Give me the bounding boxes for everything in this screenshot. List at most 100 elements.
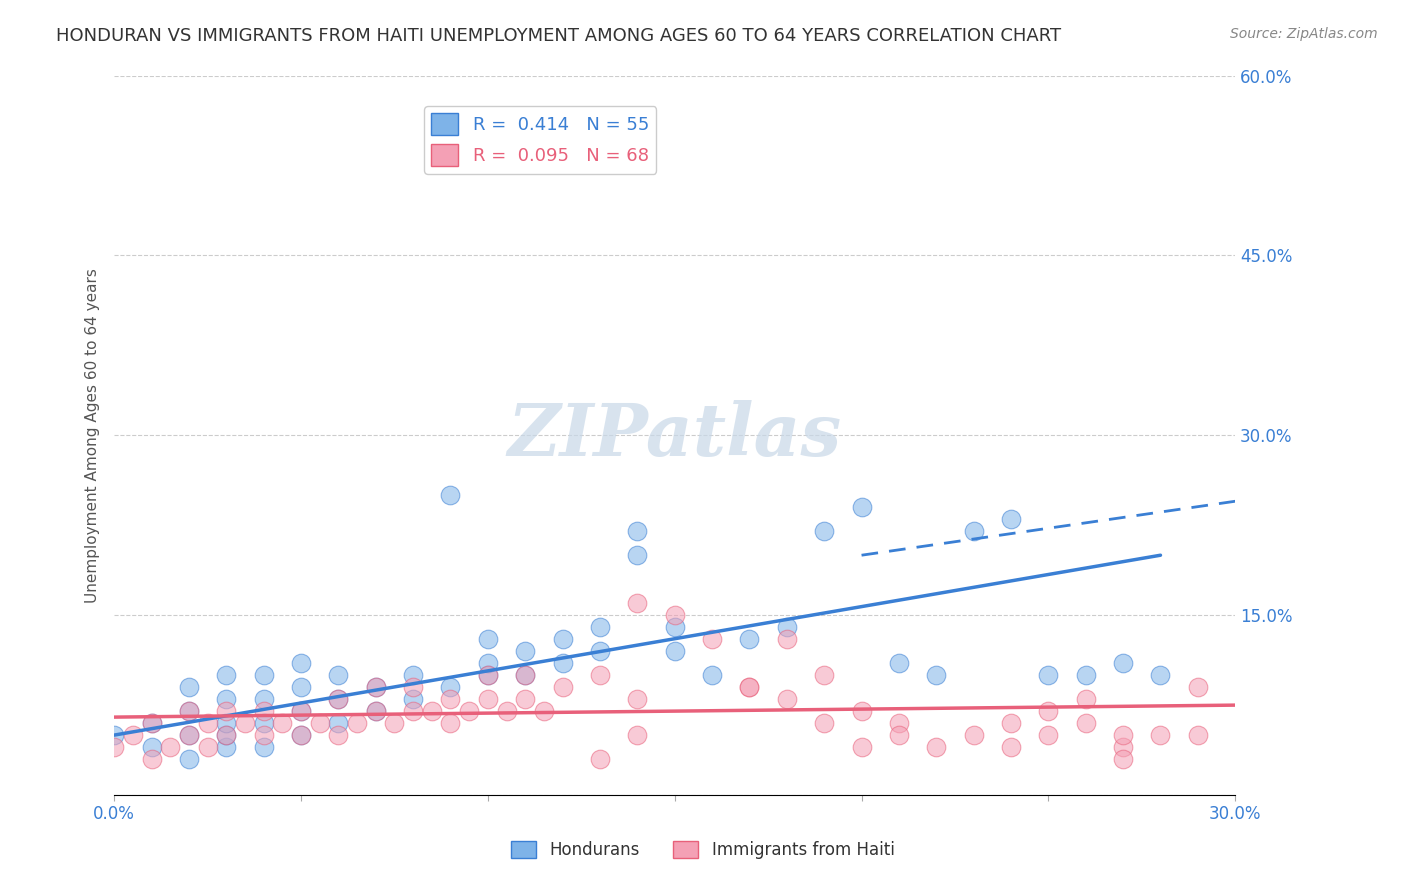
Point [1000, 716, 1022, 731]
Point [477, 632, 499, 647]
Point [177, 728, 200, 742]
Point [177, 728, 200, 742]
Point [1074, 668, 1097, 682]
Point [290, 704, 312, 718]
Point [813, 716, 835, 731]
Point [1149, 668, 1171, 682]
Point [813, 524, 835, 539]
Point [664, 608, 686, 623]
Point [533, 704, 555, 718]
Point [887, 656, 910, 670]
Point [384, 716, 406, 731]
Point [515, 668, 537, 682]
Point [328, 668, 350, 682]
Point [364, 680, 387, 694]
Point [664, 620, 686, 634]
Point [851, 500, 873, 515]
Point [515, 692, 537, 706]
Point [215, 728, 238, 742]
Point [1112, 728, 1135, 742]
Point [1038, 728, 1060, 742]
Point [364, 704, 387, 718]
Point [215, 692, 238, 706]
Point [700, 668, 723, 682]
Point [439, 692, 461, 706]
Point [458, 704, 481, 718]
Point [495, 704, 517, 718]
Point [700, 632, 723, 647]
Point [776, 620, 799, 634]
Point [626, 692, 648, 706]
Point [290, 728, 312, 742]
Point [626, 596, 648, 610]
Point [515, 668, 537, 682]
Point [215, 728, 238, 742]
Point [141, 752, 163, 766]
Point [402, 668, 425, 682]
Point [589, 752, 612, 766]
Point [887, 716, 910, 731]
Point [477, 668, 499, 682]
Legend: Hondurans, Immigrants from Haiti: Hondurans, Immigrants from Haiti [505, 834, 901, 866]
Point [962, 728, 984, 742]
Point [177, 704, 200, 718]
Point [271, 716, 294, 731]
Point [439, 488, 461, 502]
Point [626, 524, 648, 539]
Point [402, 692, 425, 706]
Point [589, 644, 612, 658]
Point [1112, 740, 1135, 755]
Point [626, 548, 648, 562]
Point [253, 740, 276, 755]
Point [141, 740, 163, 755]
Point [103, 728, 125, 742]
Point [328, 692, 350, 706]
Text: ZIPatlas: ZIPatlas [508, 400, 842, 471]
Point [159, 740, 181, 755]
Point [1074, 716, 1097, 731]
Text: Source: ZipAtlas.com: Source: ZipAtlas.com [1230, 27, 1378, 41]
Point [122, 728, 145, 742]
Point [177, 752, 200, 766]
Point [215, 668, 238, 682]
Point [215, 740, 238, 755]
Point [420, 704, 443, 718]
Point [253, 704, 276, 718]
Point [626, 728, 648, 742]
Point [1112, 656, 1135, 670]
Text: HONDURAN VS IMMIGRANTS FROM HAITI UNEMPLOYMENT AMONG AGES 60 TO 64 YEARS CORRELA: HONDURAN VS IMMIGRANTS FROM HAITI UNEMPL… [56, 27, 1062, 45]
Point [776, 632, 799, 647]
Point [346, 716, 368, 731]
Y-axis label: Unemployment Among Ages 60 to 64 years: Unemployment Among Ages 60 to 64 years [86, 268, 100, 603]
Point [177, 680, 200, 694]
Point [402, 680, 425, 694]
Point [233, 716, 256, 731]
Point [197, 740, 219, 755]
Point [290, 728, 312, 742]
Point [551, 680, 574, 694]
Point [738, 680, 761, 694]
Point [1187, 728, 1209, 742]
Point [887, 728, 910, 742]
Point [1038, 668, 1060, 682]
Point [253, 692, 276, 706]
Point [177, 704, 200, 718]
Point [738, 680, 761, 694]
Point [589, 620, 612, 634]
Point [141, 716, 163, 731]
Point [1038, 704, 1060, 718]
Point [364, 704, 387, 718]
Point [551, 656, 574, 670]
Point [1000, 512, 1022, 526]
Point [215, 716, 238, 731]
Point [589, 668, 612, 682]
Point [477, 656, 499, 670]
Point [253, 668, 276, 682]
Point [515, 644, 537, 658]
Point [364, 680, 387, 694]
Point [1074, 692, 1097, 706]
Point [253, 728, 276, 742]
Point [197, 716, 219, 731]
Point [328, 728, 350, 742]
Point [328, 716, 350, 731]
